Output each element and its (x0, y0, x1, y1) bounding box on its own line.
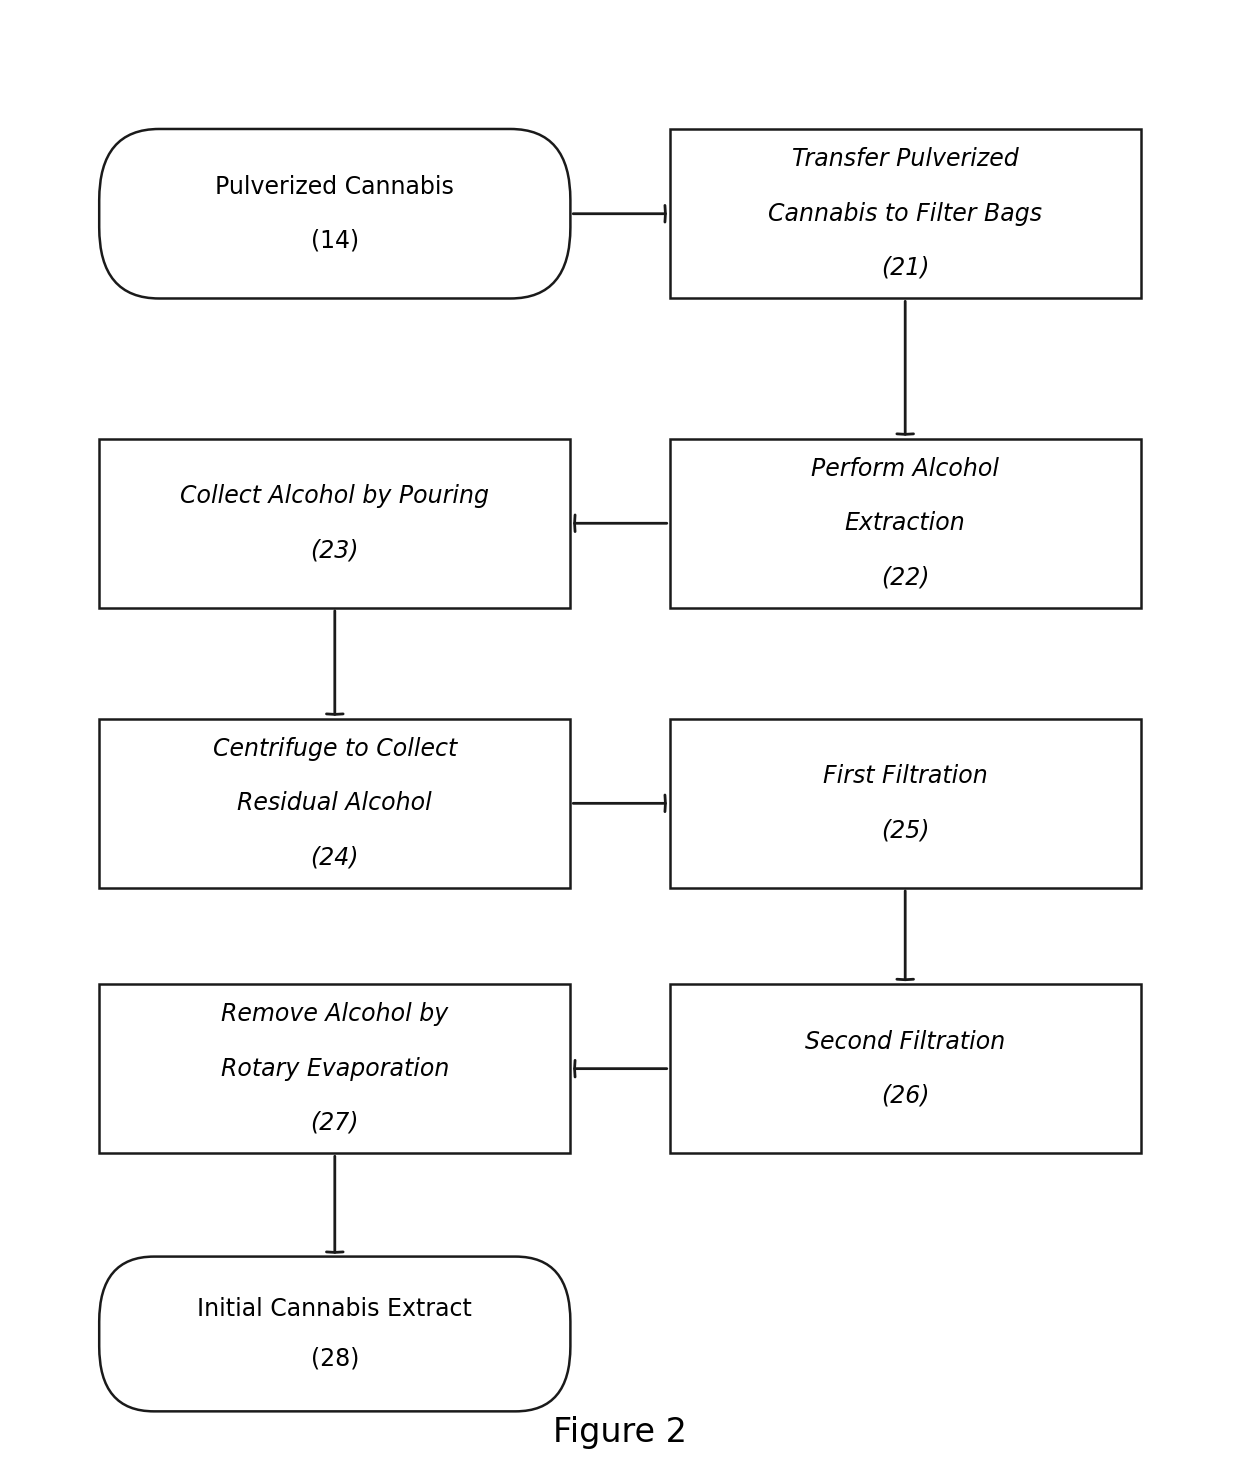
Text: (23): (23) (310, 538, 360, 563)
Text: Extraction: Extraction (844, 511, 966, 535)
Text: Pulverized Cannabis: Pulverized Cannabis (216, 174, 454, 199)
FancyBboxPatch shape (99, 719, 570, 887)
Text: (25): (25) (880, 818, 930, 843)
Text: Initial Cannabis Extract: Initial Cannabis Extract (197, 1297, 472, 1321)
FancyBboxPatch shape (99, 130, 570, 299)
FancyBboxPatch shape (99, 439, 570, 607)
Text: (21): (21) (880, 256, 930, 280)
FancyBboxPatch shape (670, 719, 1141, 887)
Text: Transfer Pulverized: Transfer Pulverized (792, 147, 1018, 171)
Text: Collect Alcohol by Pouring: Collect Alcohol by Pouring (180, 483, 490, 509)
FancyBboxPatch shape (670, 130, 1141, 299)
Text: Rotary Evaporation: Rotary Evaporation (221, 1057, 449, 1080)
Text: (14): (14) (311, 228, 358, 254)
Text: (22): (22) (880, 566, 930, 590)
Text: (27): (27) (310, 1111, 360, 1135)
FancyBboxPatch shape (670, 439, 1141, 607)
Text: Centrifuge to Collect: Centrifuge to Collect (213, 737, 456, 761)
FancyBboxPatch shape (99, 985, 570, 1153)
Text: Figure 2: Figure 2 (553, 1417, 687, 1449)
Text: First Filtration: First Filtration (823, 764, 987, 789)
FancyBboxPatch shape (99, 1256, 570, 1412)
Text: (26): (26) (880, 1083, 930, 1108)
Text: Perform Alcohol: Perform Alcohol (811, 457, 999, 481)
Text: (28): (28) (310, 1347, 360, 1371)
Text: Second Filtration: Second Filtration (805, 1029, 1006, 1054)
FancyBboxPatch shape (670, 985, 1141, 1153)
Text: Cannabis to Filter Bags: Cannabis to Filter Bags (769, 202, 1042, 226)
Text: Residual Alcohol: Residual Alcohol (237, 792, 433, 815)
Text: (24): (24) (310, 846, 360, 870)
Text: Remove Alcohol by: Remove Alcohol by (221, 1002, 449, 1026)
